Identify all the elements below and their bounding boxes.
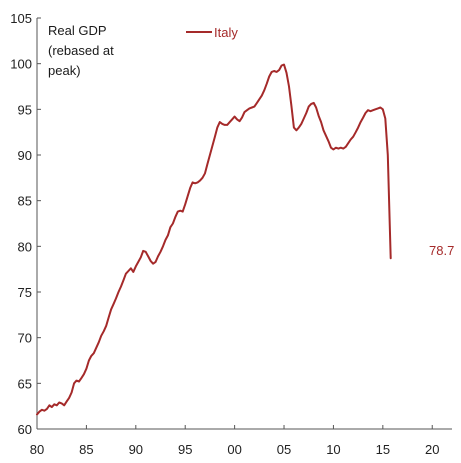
series-end-value-label: 78.7 — [429, 243, 454, 258]
y-axis-label-line-3: peak) — [48, 63, 81, 78]
y-tick-label: 105 — [10, 11, 32, 26]
y-tick-label: 95 — [18, 102, 32, 117]
legend: Italy — [186, 25, 238, 40]
legend-label-italy: Italy — [214, 25, 238, 40]
series-line-italy — [36, 63, 392, 416]
x-axis-ticks: 80 85 90 95 00 05 10 15 20 — [30, 425, 439, 457]
x-tick-label: 80 — [30, 442, 44, 457]
x-tick-label: 20 — [425, 442, 439, 457]
y-tick-label: 60 — [18, 422, 32, 437]
series-layer — [36, 63, 392, 416]
x-tick-label: 85 — [79, 442, 93, 457]
x-tick-label: 15 — [376, 442, 390, 457]
x-tick-label: 10 — [326, 442, 340, 457]
y-tick-label: 75 — [18, 285, 32, 300]
y-tick-label: 70 — [18, 331, 32, 346]
y-tick-label: 65 — [18, 376, 32, 391]
y-axis-label-line-2: (rebased at — [48, 43, 114, 58]
y-tick-label: 90 — [18, 148, 32, 163]
y-tick-label: 85 — [18, 194, 32, 209]
y-axis-label-line-1: Real GDP — [48, 23, 107, 38]
x-tick-label: 00 — [227, 442, 241, 457]
x-tick-label: 90 — [129, 442, 143, 457]
y-tick-label: 80 — [18, 239, 32, 254]
x-tick-label: 05 — [277, 442, 291, 457]
y-axis-ticks: 60 65 70 75 80 85 90 95 100 105 — [10, 11, 41, 437]
y-tick-label: 100 — [10, 57, 32, 72]
x-tick-label: 95 — [178, 442, 192, 457]
